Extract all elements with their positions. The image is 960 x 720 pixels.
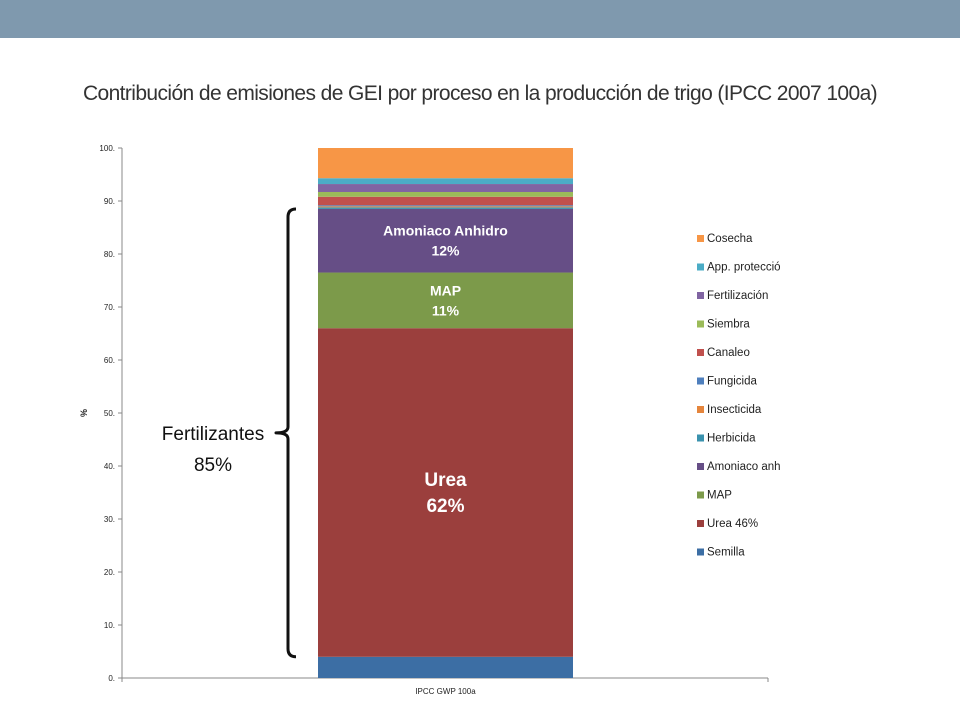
bar-annotation-value: 11% xyxy=(432,302,460,318)
bracket-label: Fertilizantes xyxy=(162,424,264,445)
legend-swatch xyxy=(697,292,704,299)
legend-swatch xyxy=(697,406,704,413)
bar-segment-insecticida xyxy=(318,206,573,208)
bar-segment-amoniaco-anhidro xyxy=(318,208,573,273)
legend-swatch xyxy=(697,463,704,470)
y-tick-label: 80. xyxy=(104,250,115,259)
legend-swatch xyxy=(697,434,704,442)
y-tick-label: 70. xyxy=(104,303,115,312)
y-tick-label: 50. xyxy=(104,409,115,418)
y-axis-title: % xyxy=(79,409,89,417)
bar-annotation-value: 12% xyxy=(431,243,460,259)
bar-segment-fertilizacion xyxy=(318,184,573,192)
legend-entry: Siembra xyxy=(707,319,750,331)
legend-entry: Fertilización xyxy=(707,290,768,302)
bar-segment-urea-46 xyxy=(318,328,573,657)
bar-segment-map xyxy=(318,272,573,329)
legend-swatch xyxy=(697,377,704,385)
bar-segment-fungicida xyxy=(318,205,573,207)
bracket-value: 85% xyxy=(194,455,232,476)
legend-entry: Herbicida xyxy=(707,433,756,445)
y-tick-label: 60. xyxy=(104,356,115,365)
bar-annotation-label: Amoniaco Anhidro xyxy=(383,223,508,239)
bar-segment-canaleo xyxy=(318,196,573,206)
bar-annotation-value: 62% xyxy=(426,496,464,517)
bar-segment-siembra xyxy=(318,191,573,197)
slide-title: Contribución de emisiones de GEI por pro… xyxy=(82,82,878,105)
stacked-bar-chart: 0. 10. 20. 30. 40. 50. 60. 70. 80. 90. 100.% IPCC G… xyxy=(79,144,780,696)
legend-entry: Fungicida xyxy=(707,376,757,388)
chart-panel: 0. 10. 20. 30. 40. 50. 60. 70. 80. 90. 100.% IPCC G… xyxy=(78,130,780,702)
bar-annotation-label: MAP xyxy=(430,282,461,298)
legend-entry: Cosecha xyxy=(707,233,753,245)
legend-entry: Amoniaco anhidro xyxy=(707,461,780,473)
y-tick-label: 90. xyxy=(104,197,115,206)
bar-segment-semilla xyxy=(318,656,573,678)
y-tick-label: 0. xyxy=(108,674,115,683)
legend-swatch xyxy=(697,349,704,356)
legend-swatch xyxy=(697,491,704,499)
legend-swatch xyxy=(697,320,704,328)
y-tick-label: 100. xyxy=(99,144,115,153)
legend-entry: Semilla xyxy=(707,547,745,559)
legend-entry: Urea 46% xyxy=(707,518,758,530)
x-category-label: IPCC GWP 100a xyxy=(415,687,476,696)
legend-swatch xyxy=(697,520,704,527)
legend-swatch xyxy=(697,263,704,271)
y-tick-label: 20. xyxy=(104,568,115,577)
y-tick-label: 10. xyxy=(104,621,115,630)
header-band xyxy=(0,0,960,38)
fertilizer-bracket xyxy=(274,207,297,659)
y-tick-label: 40. xyxy=(104,462,115,471)
bar-segment-cosecha xyxy=(318,148,573,179)
y-tick-label: 30. xyxy=(104,515,115,524)
legend-swatch xyxy=(697,235,704,242)
legend-swatch xyxy=(697,548,704,556)
legend-entry: Insecticida xyxy=(707,404,762,416)
legend-entry: MAP xyxy=(707,490,732,502)
legend-entry: App. protección xyxy=(707,262,780,274)
bar-segment-herbicida xyxy=(318,207,573,209)
bar-annotation-label: Urea xyxy=(424,470,467,491)
legend-entry: Canaleo xyxy=(707,347,750,359)
bar-segment-app-proteccion xyxy=(318,178,573,185)
